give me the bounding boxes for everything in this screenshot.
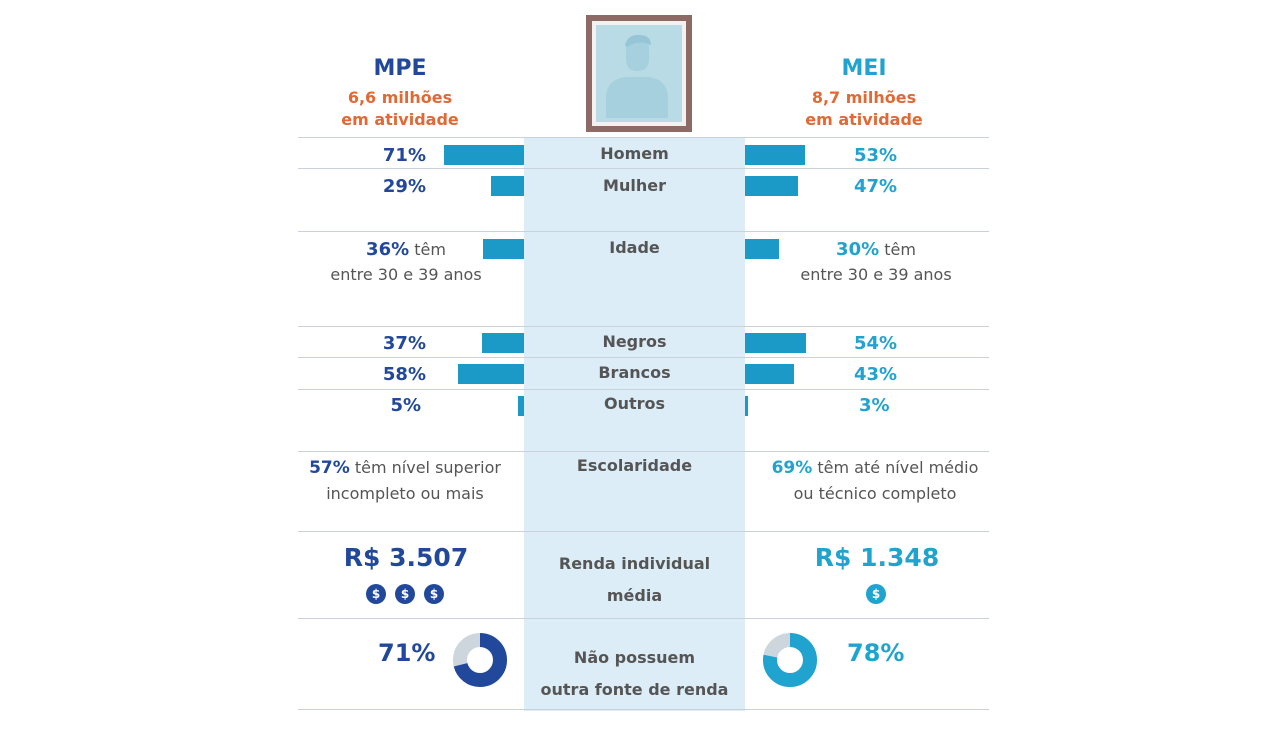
category-brancos: Brancos	[598, 363, 671, 382]
mei-escolaridade-text2: ou técnico completo	[793, 484, 957, 503]
mei-idade-bar	[745, 239, 779, 259]
mpe-homem-label: 71%	[382, 145, 426, 166]
divider	[298, 451, 989, 452]
center-category-band	[524, 137, 745, 711]
mpe-outros-bar	[518, 396, 524, 416]
category-homem: Homem	[600, 144, 669, 163]
outra-fonte-label-2: outra fonte de renda	[540, 680, 729, 699]
mpe-mulher-bar	[491, 176, 524, 196]
divider	[298, 326, 989, 327]
category-outra-fonte: Não possuem outra fonte de renda	[524, 642, 745, 706]
mpe-escolaridade-pct: 57%	[309, 458, 350, 478]
mei-outra-fonte-label: 78%	[847, 639, 905, 667]
mpe-mulher-label: 29%	[382, 176, 426, 197]
category-escolaridade: Escolaridade	[576, 456, 693, 475]
mei-mulher-label: 47%	[854, 176, 898, 197]
mpe-donut	[453, 633, 507, 687]
divider	[298, 389, 989, 390]
mpe-idade-pct: 36%	[366, 239, 410, 260]
renda-label-1: Renda individual	[558, 554, 711, 573]
mei-idade-note: 30% têm entre 30 e 39 anos	[786, 237, 966, 287]
mei-homem-label: 53%	[854, 145, 898, 166]
category-idade: Idade	[609, 238, 660, 257]
mpe-homem-bar	[443, 145, 524, 165]
category-outros: Outros	[603, 394, 666, 413]
mpe-negros-bar	[482, 333, 524, 353]
mpe-donut-arc	[453, 633, 507, 687]
outra-fonte-label-1: Não possuem	[573, 648, 696, 667]
mei-renda-value: R$ 1.348	[814, 543, 940, 572]
mei-homem-bar	[745, 145, 805, 165]
mei-negros-label: 54%	[854, 333, 898, 354]
divider	[298, 168, 989, 169]
mei-coin-group: $	[866, 584, 906, 606]
category-renda: Renda individual média	[524, 548, 745, 612]
person-portrait-icon	[606, 34, 668, 118]
mpe-brancos-label: 58%	[382, 364, 426, 385]
mpe-escolaridade-text1: têm nível superior	[349, 458, 501, 477]
mpe-renda-value: R$ 3.507	[343, 543, 469, 572]
renda-label-2: média	[606, 586, 663, 605]
dollar-coin-icon: $	[395, 584, 415, 604]
mpe-idade-note: 36% têm entre 30 e 39 anos	[316, 237, 496, 287]
mei-subtitle-2: em atividade	[805, 110, 923, 129]
mpe-coin-group: $ $ $	[366, 584, 456, 606]
mpe-subtitle-2: em atividade	[341, 110, 459, 129]
mpe-outra-fonte-label: 71%	[378, 639, 436, 667]
mpe-subtitle-1: 6,6 milhões	[347, 88, 453, 107]
category-negros: Negros	[602, 332, 667, 351]
mei-subtitle-1: 8,7 milhões	[811, 88, 917, 107]
mei-brancos-label: 43%	[854, 364, 898, 385]
divider	[298, 531, 989, 532]
mpe-brancos-bar	[458, 364, 524, 384]
portrait-frame	[586, 15, 692, 132]
mei-escolaridade-note: 69% têm até nível médio ou técnico compl…	[764, 455, 986, 506]
mei-donut-arc	[763, 633, 817, 687]
mei-negros-bar	[745, 333, 807, 353]
mei-outros-bar	[745, 396, 749, 416]
dollar-coin-icon: $	[424, 584, 444, 604]
divider	[298, 357, 989, 358]
mei-outros-label: 3%	[859, 395, 890, 416]
mei-idade-line2: entre 30 e 39 anos	[800, 265, 952, 284]
category-mulher: Mulher	[603, 176, 666, 195]
divider	[298, 709, 989, 710]
divider	[298, 137, 989, 138]
mei-title: MEI	[841, 56, 887, 81]
mpe-title: MPE	[373, 56, 427, 81]
mpe-escolaridade-text2: incompleto ou mais	[326, 484, 484, 503]
mpe-idade-text: têm	[409, 240, 446, 259]
mei-idade-text: têm	[879, 240, 916, 259]
mei-mulher-bar	[745, 176, 799, 196]
mei-escolaridade-pct: 69%	[771, 458, 813, 478]
divider	[298, 618, 989, 619]
mpe-escolaridade-note: 57% têm nível superior incompleto ou mai…	[300, 455, 510, 506]
mei-idade-pct: 30%	[836, 239, 880, 260]
mei-donut	[763, 633, 817, 687]
mpe-idade-line2: entre 30 e 39 anos	[330, 265, 482, 284]
dollar-coin-icon: $	[866, 584, 886, 604]
mpe-idade-bar	[483, 239, 524, 259]
mpe-negros-label: 37%	[382, 333, 426, 354]
mei-escolaridade-text1: têm até nível médio	[812, 458, 979, 477]
mei-brancos-bar	[745, 364, 794, 384]
dollar-coin-icon: $	[366, 584, 386, 604]
mpe-outros-label: 5%	[390, 395, 421, 416]
divider	[298, 231, 989, 232]
